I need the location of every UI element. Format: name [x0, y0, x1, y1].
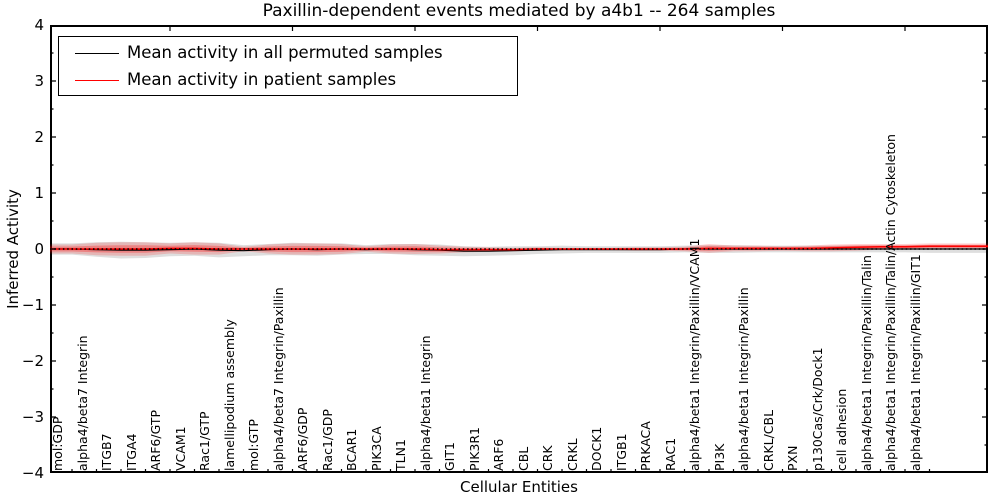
category-label: BCAR1 — [344, 428, 359, 471]
category-label: alpha4/beta1 Integrin — [417, 335, 433, 471]
category-label: CRKL/CBL — [760, 409, 776, 471]
y-tick-label: 1 — [34, 184, 44, 202]
category-label: TLN1 — [393, 439, 408, 471]
category-label: ARF6/GDP — [295, 407, 310, 471]
category-label: PI3K — [711, 443, 727, 471]
category-label: lamellipodium assembly — [221, 319, 237, 471]
category-label: CRK — [540, 445, 555, 471]
category-label: CRKL — [564, 438, 580, 471]
y-axis-label: Inferred Activity — [4, 189, 22, 309]
category-label: mol:GDP — [50, 416, 65, 471]
y-tick-label: −1 — [21, 296, 44, 314]
category-label: RAC1 — [662, 437, 678, 471]
category-label: CBL — [515, 446, 531, 471]
category-label: mol:GTP — [246, 419, 261, 471]
category-label: ITGB1 — [613, 433, 629, 471]
category-label: cell adhesion — [834, 388, 849, 471]
category-label: alpha4/beta7 Integrin — [74, 335, 90, 471]
category-label: ARF6/GTP — [148, 409, 163, 471]
category-label: GIT1 — [442, 442, 457, 471]
category-label: alpha4/beta7 Integrin/Paxillin — [270, 287, 286, 471]
y-tick-label: −3 — [21, 408, 44, 426]
legend-line-swatch — [75, 53, 119, 54]
legend-box: Mean activity in all permuted samples Mea… — [58, 36, 518, 96]
plot-title: Paxillin-dependent events mediated by a4… — [262, 1, 776, 21]
y-tick-label: 3 — [34, 72, 44, 90]
y-tick-label: −2 — [21, 352, 44, 370]
category-label: alpha4/beta1 Integrin/Paxillin — [736, 287, 751, 471]
category-label: alpha4/beta1 Integrin/Paxillin/GIT1 — [907, 254, 923, 471]
category-label: ITGB7 — [99, 433, 114, 471]
chart-canvas — [50, 25, 988, 473]
category-label: Rac1/GTP — [197, 411, 212, 471]
legend-label: Mean activity in all permuted samples — [127, 43, 443, 62]
category-label: PIK3R1 — [466, 426, 482, 471]
category-label: alpha4/beta1 Integrin/Paxillin/Talin/Act… — [883, 134, 898, 471]
category-label: alpha4/beta1 Integrin/Paxillin/VCAM1 — [687, 238, 702, 471]
y-tick-label: 2 — [34, 128, 44, 146]
legend-item: Mean activity in all permuted samples — [59, 40, 517, 68]
category-label: ITGA4 — [123, 433, 139, 471]
category-label: Rac1/GDP — [319, 409, 335, 471]
legend-item: Mean activity in patient samples — [59, 67, 517, 95]
category-label: PRKACA — [638, 421, 653, 471]
y-tick-label: 4 — [34, 16, 44, 34]
category-label: ARF6 — [491, 438, 506, 471]
y-tick-label: 0 — [34, 240, 44, 258]
axis-ticks — [50, 25, 988, 473]
legend-line-swatch — [75, 80, 119, 81]
category-label: DOCK1 — [589, 426, 604, 471]
category-label: PXN — [785, 445, 800, 471]
category-label: p130Cas/Crk/Dock1 — [809, 347, 825, 471]
category-label: PIK3CA — [368, 426, 384, 471]
legend-label: Mean activity in patient samples — [127, 70, 397, 89]
category-label: VCAM1 — [172, 426, 188, 471]
y-tick-label: −4 — [21, 464, 44, 482]
category-label: alpha4/beta1 Integrin/Paxillin/Talin — [858, 255, 874, 471]
x-axis-label: Cellular Entities — [460, 478, 578, 496]
